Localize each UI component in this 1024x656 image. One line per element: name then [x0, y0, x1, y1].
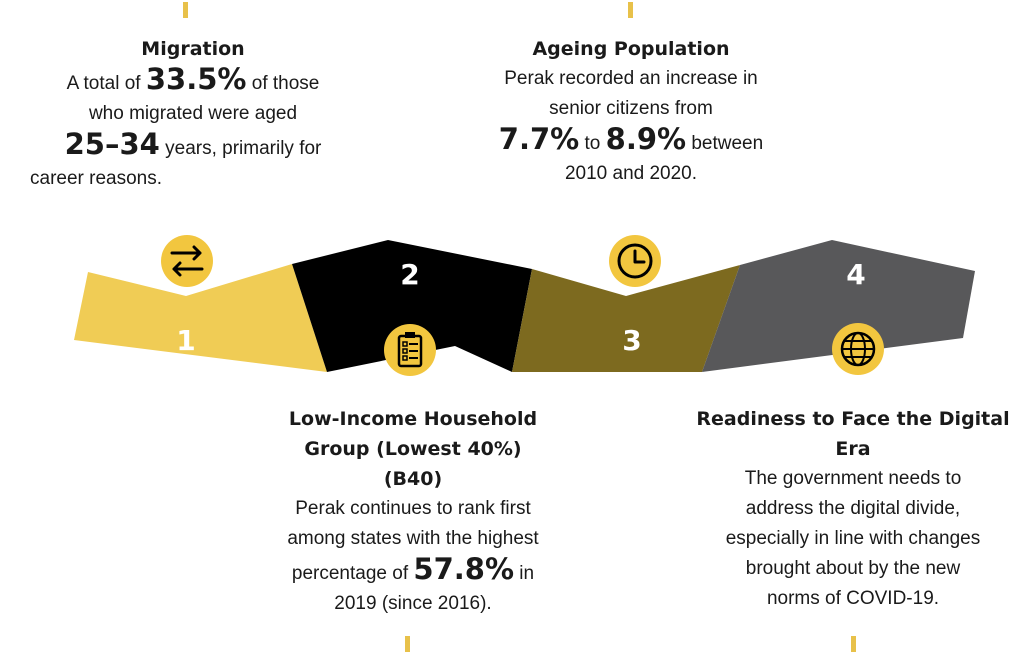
b40-block: Low-Income Household Group (Lowest 40%) … — [232, 404, 594, 619]
migration-line-3: 25–34 years, primarily for — [18, 129, 368, 164]
b40-stat-percent: 57.8% — [413, 552, 514, 586]
segment-number-4: 4 — [846, 258, 865, 291]
migration-text-2: of those — [246, 73, 320, 94]
clipboard-checklist-icon — [384, 324, 436, 376]
ageing-text-4: between — [686, 133, 764, 154]
migration-title: Migration — [141, 38, 245, 60]
migration-line-4: career reasons. — [30, 168, 163, 189]
digital-title-1: Readiness to Face the Digital — [696, 408, 1010, 430]
migration-block: Migration A total of 33.5% of those who … — [18, 34, 368, 194]
ageing-text-3: to — [579, 133, 606, 154]
ageing-title: Ageing Population — [532, 38, 730, 60]
ageing-stat-2020: 8.9% — [605, 122, 687, 156]
b40-text-3: percentage of — [291, 563, 414, 584]
migration-stat-age: 25–34 — [64, 127, 160, 161]
b40-title-3: (B40) — [383, 468, 443, 490]
ageing-block: Ageing Population Perak recorded an incr… — [448, 34, 814, 189]
migration-stat-percent: 33.5% — [145, 62, 247, 96]
ageing-line-4: 2010 and 2020. — [564, 163, 698, 184]
clock-icon — [609, 235, 661, 287]
digital-line-5: norms of COVID-19. — [766, 588, 940, 609]
segment-4 — [702, 240, 975, 372]
b40-line-2: among states with the highest — [287, 528, 539, 549]
bottom-tick-right — [851, 636, 856, 652]
digital-title-2: Era — [835, 438, 871, 460]
digital-line-2: address the digital divide, — [745, 498, 961, 519]
ageing-line-2: senior citizens from — [549, 98, 713, 119]
migration-text-1: A total of — [66, 73, 146, 94]
migration-line-2: who migrated were aged — [88, 103, 298, 124]
segment-1 — [74, 264, 327, 372]
digital-line-4: brought about by the new — [745, 558, 961, 579]
digital-line-3: especially in line with changes — [725, 528, 981, 549]
segment-number-3: 3 — [622, 324, 641, 357]
b40-line-3: percentage of 57.8% in — [232, 554, 594, 589]
migration-line-1: A total of 33.5% of those — [18, 64, 368, 99]
top-tick-right — [628, 2, 633, 18]
bottom-tick-left — [405, 636, 410, 652]
segment-2 — [292, 240, 532, 372]
swap-arrows-icon — [161, 235, 213, 287]
globe-icon — [832, 323, 884, 375]
digital-block: Readiness to Face the Digital Era The go… — [683, 404, 1023, 614]
b40-title-1: Low-Income Household — [288, 408, 538, 430]
b40-line-4: 2019 (since 2016). — [334, 593, 492, 614]
segment-number-2: 2 — [400, 258, 419, 291]
b40-title-2: Group (Lowest 40%) — [304, 438, 522, 460]
top-tick-left — [183, 2, 188, 18]
digital-line-1: The government needs to — [744, 468, 962, 489]
migration-text-4: years, primarily for — [159, 138, 322, 159]
segment-number-1: 1 — [176, 324, 195, 357]
ageing-stat-2010: 7.7% — [498, 122, 580, 156]
ageing-line-1: Perak recorded an increase in — [504, 68, 758, 89]
b40-line-1: Perak continues to rank first — [295, 498, 531, 519]
b40-text-4: in — [514, 563, 535, 584]
segment-3 — [512, 265, 740, 372]
ageing-line-3: 7.7% to 8.9% between — [448, 124, 814, 159]
